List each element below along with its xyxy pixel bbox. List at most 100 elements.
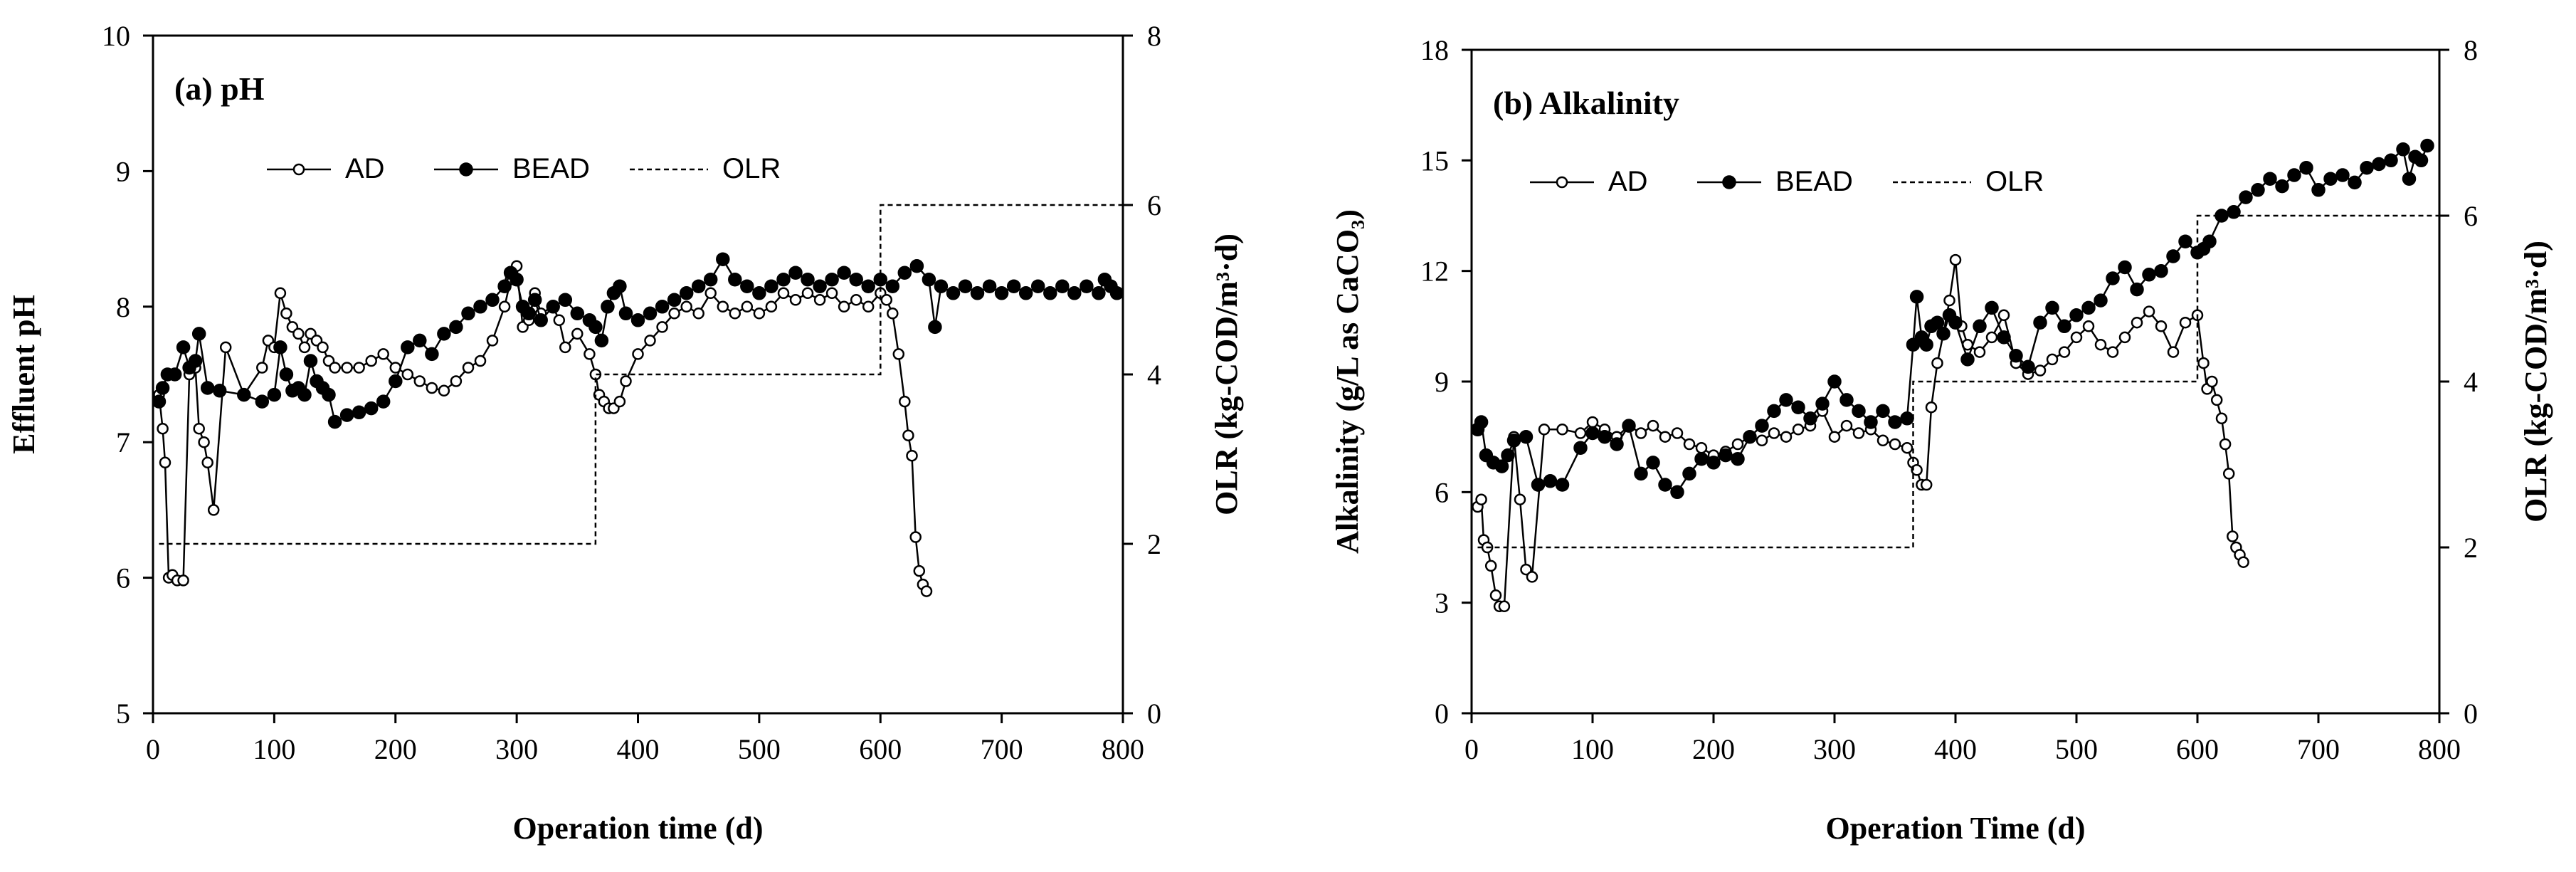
- data-point: [1828, 431, 1841, 443]
- data-point: [885, 279, 900, 293]
- data-point: [1852, 427, 1865, 439]
- data-point: [729, 308, 741, 320]
- data-point: [2082, 320, 2095, 332]
- data-point: [913, 564, 926, 577]
- data-point: [1526, 571, 1538, 583]
- data-point: [1997, 309, 2010, 322]
- data-point: [2118, 260, 2132, 275]
- chart-a-ph: 0 100 200 300 400 500 600 700 800567891002468Ope…: [6, 20, 1244, 846]
- data-point: [1768, 427, 1780, 439]
- data-point: [740, 279, 754, 293]
- data-point: [2045, 300, 2059, 315]
- data-point: [389, 374, 403, 389]
- data-point: [691, 279, 706, 293]
- data-point: [317, 341, 329, 354]
- y-tick-label: 10: [102, 20, 130, 52]
- data-point: [1682, 466, 1696, 481]
- data-point: [461, 306, 475, 321]
- data-point: [1815, 396, 1830, 411]
- data-point: [2335, 168, 2350, 182]
- data-point: [2372, 157, 2386, 172]
- data-point: [656, 321, 668, 333]
- data-point: [155, 381, 170, 395]
- data-point: [498, 300, 511, 313]
- data-point: [1598, 429, 1612, 444]
- data-point: [899, 395, 911, 408]
- data-point: [588, 320, 603, 335]
- data-point: [934, 279, 949, 293]
- data-point: [2323, 172, 2338, 186]
- data-point: [2251, 183, 2265, 197]
- y2-tick-label: 2: [2464, 532, 2478, 564]
- data-point: [298, 341, 311, 354]
- y2-tick-label: 0: [1147, 698, 1161, 730]
- data-point: [353, 362, 365, 374]
- data-point: [1985, 331, 1998, 344]
- data-point: [1876, 404, 1890, 419]
- data-point: [212, 384, 227, 398]
- data-point: [994, 286, 1009, 300]
- data-point: [1683, 438, 1696, 451]
- series-bead: [152, 252, 1124, 429]
- data-point: [825, 272, 839, 287]
- data-point: [1109, 286, 1124, 300]
- data-point: [292, 327, 305, 340]
- data-point: [764, 279, 778, 293]
- panel-title: (b) Alkalinity: [1493, 85, 1679, 121]
- data-point: [668, 308, 680, 320]
- data-point: [1092, 286, 1106, 300]
- data-point: [861, 279, 875, 293]
- data-point: [2202, 234, 2217, 248]
- data-point: [906, 449, 918, 462]
- data-point: [776, 272, 791, 287]
- data-point: [2094, 293, 2108, 308]
- data-point: [329, 362, 341, 374]
- data-point: [157, 422, 169, 435]
- data-point: [1936, 326, 1951, 341]
- data-point: [1931, 357, 1943, 369]
- data-point: [1531, 478, 1546, 492]
- data-point: [497, 279, 512, 293]
- data-point: [449, 320, 463, 335]
- data-point: [559, 341, 571, 354]
- data-point: [892, 348, 905, 360]
- legend-marker: [459, 162, 473, 177]
- data-point: [2414, 153, 2429, 168]
- data-point: [632, 348, 644, 360]
- data-point: [193, 422, 205, 435]
- data-point: [928, 320, 942, 335]
- data-point: [2311, 183, 2326, 197]
- y2-tick-label: 4: [1147, 359, 1161, 391]
- data-point: [644, 335, 656, 347]
- data-point: [788, 266, 803, 280]
- data-point: [958, 279, 973, 293]
- y2-tick-label: 8: [2464, 34, 2478, 66]
- data-point: [267, 387, 282, 402]
- data-point: [601, 300, 615, 314]
- data-point: [1543, 474, 1558, 488]
- data-point: [813, 294, 826, 306]
- x-tick-label: 200: [374, 733, 417, 765]
- data-point: [450, 375, 463, 387]
- x-tick-label: 100: [1571, 733, 1614, 765]
- data-point: [2106, 346, 2119, 358]
- data-point: [970, 286, 985, 300]
- data-point: [1055, 279, 1070, 293]
- data-point: [777, 287, 790, 300]
- y-tick-label: 9: [1435, 366, 1449, 398]
- data-point: [1930, 315, 1945, 330]
- data-point: [692, 308, 704, 320]
- data-point: [1474, 415, 1489, 429]
- data-point: [630, 313, 645, 327]
- y-tick-label: 6: [1435, 476, 1449, 508]
- data-point: [1556, 424, 1568, 436]
- data-point: [462, 362, 475, 374]
- data-point: [1840, 419, 1853, 432]
- x-tick-label: 400: [617, 733, 660, 765]
- data-point: [887, 308, 899, 320]
- data-point: [741, 300, 754, 313]
- data-point: [880, 294, 893, 306]
- data-point: [546, 300, 560, 314]
- y-tick-label: 7: [116, 426, 130, 458]
